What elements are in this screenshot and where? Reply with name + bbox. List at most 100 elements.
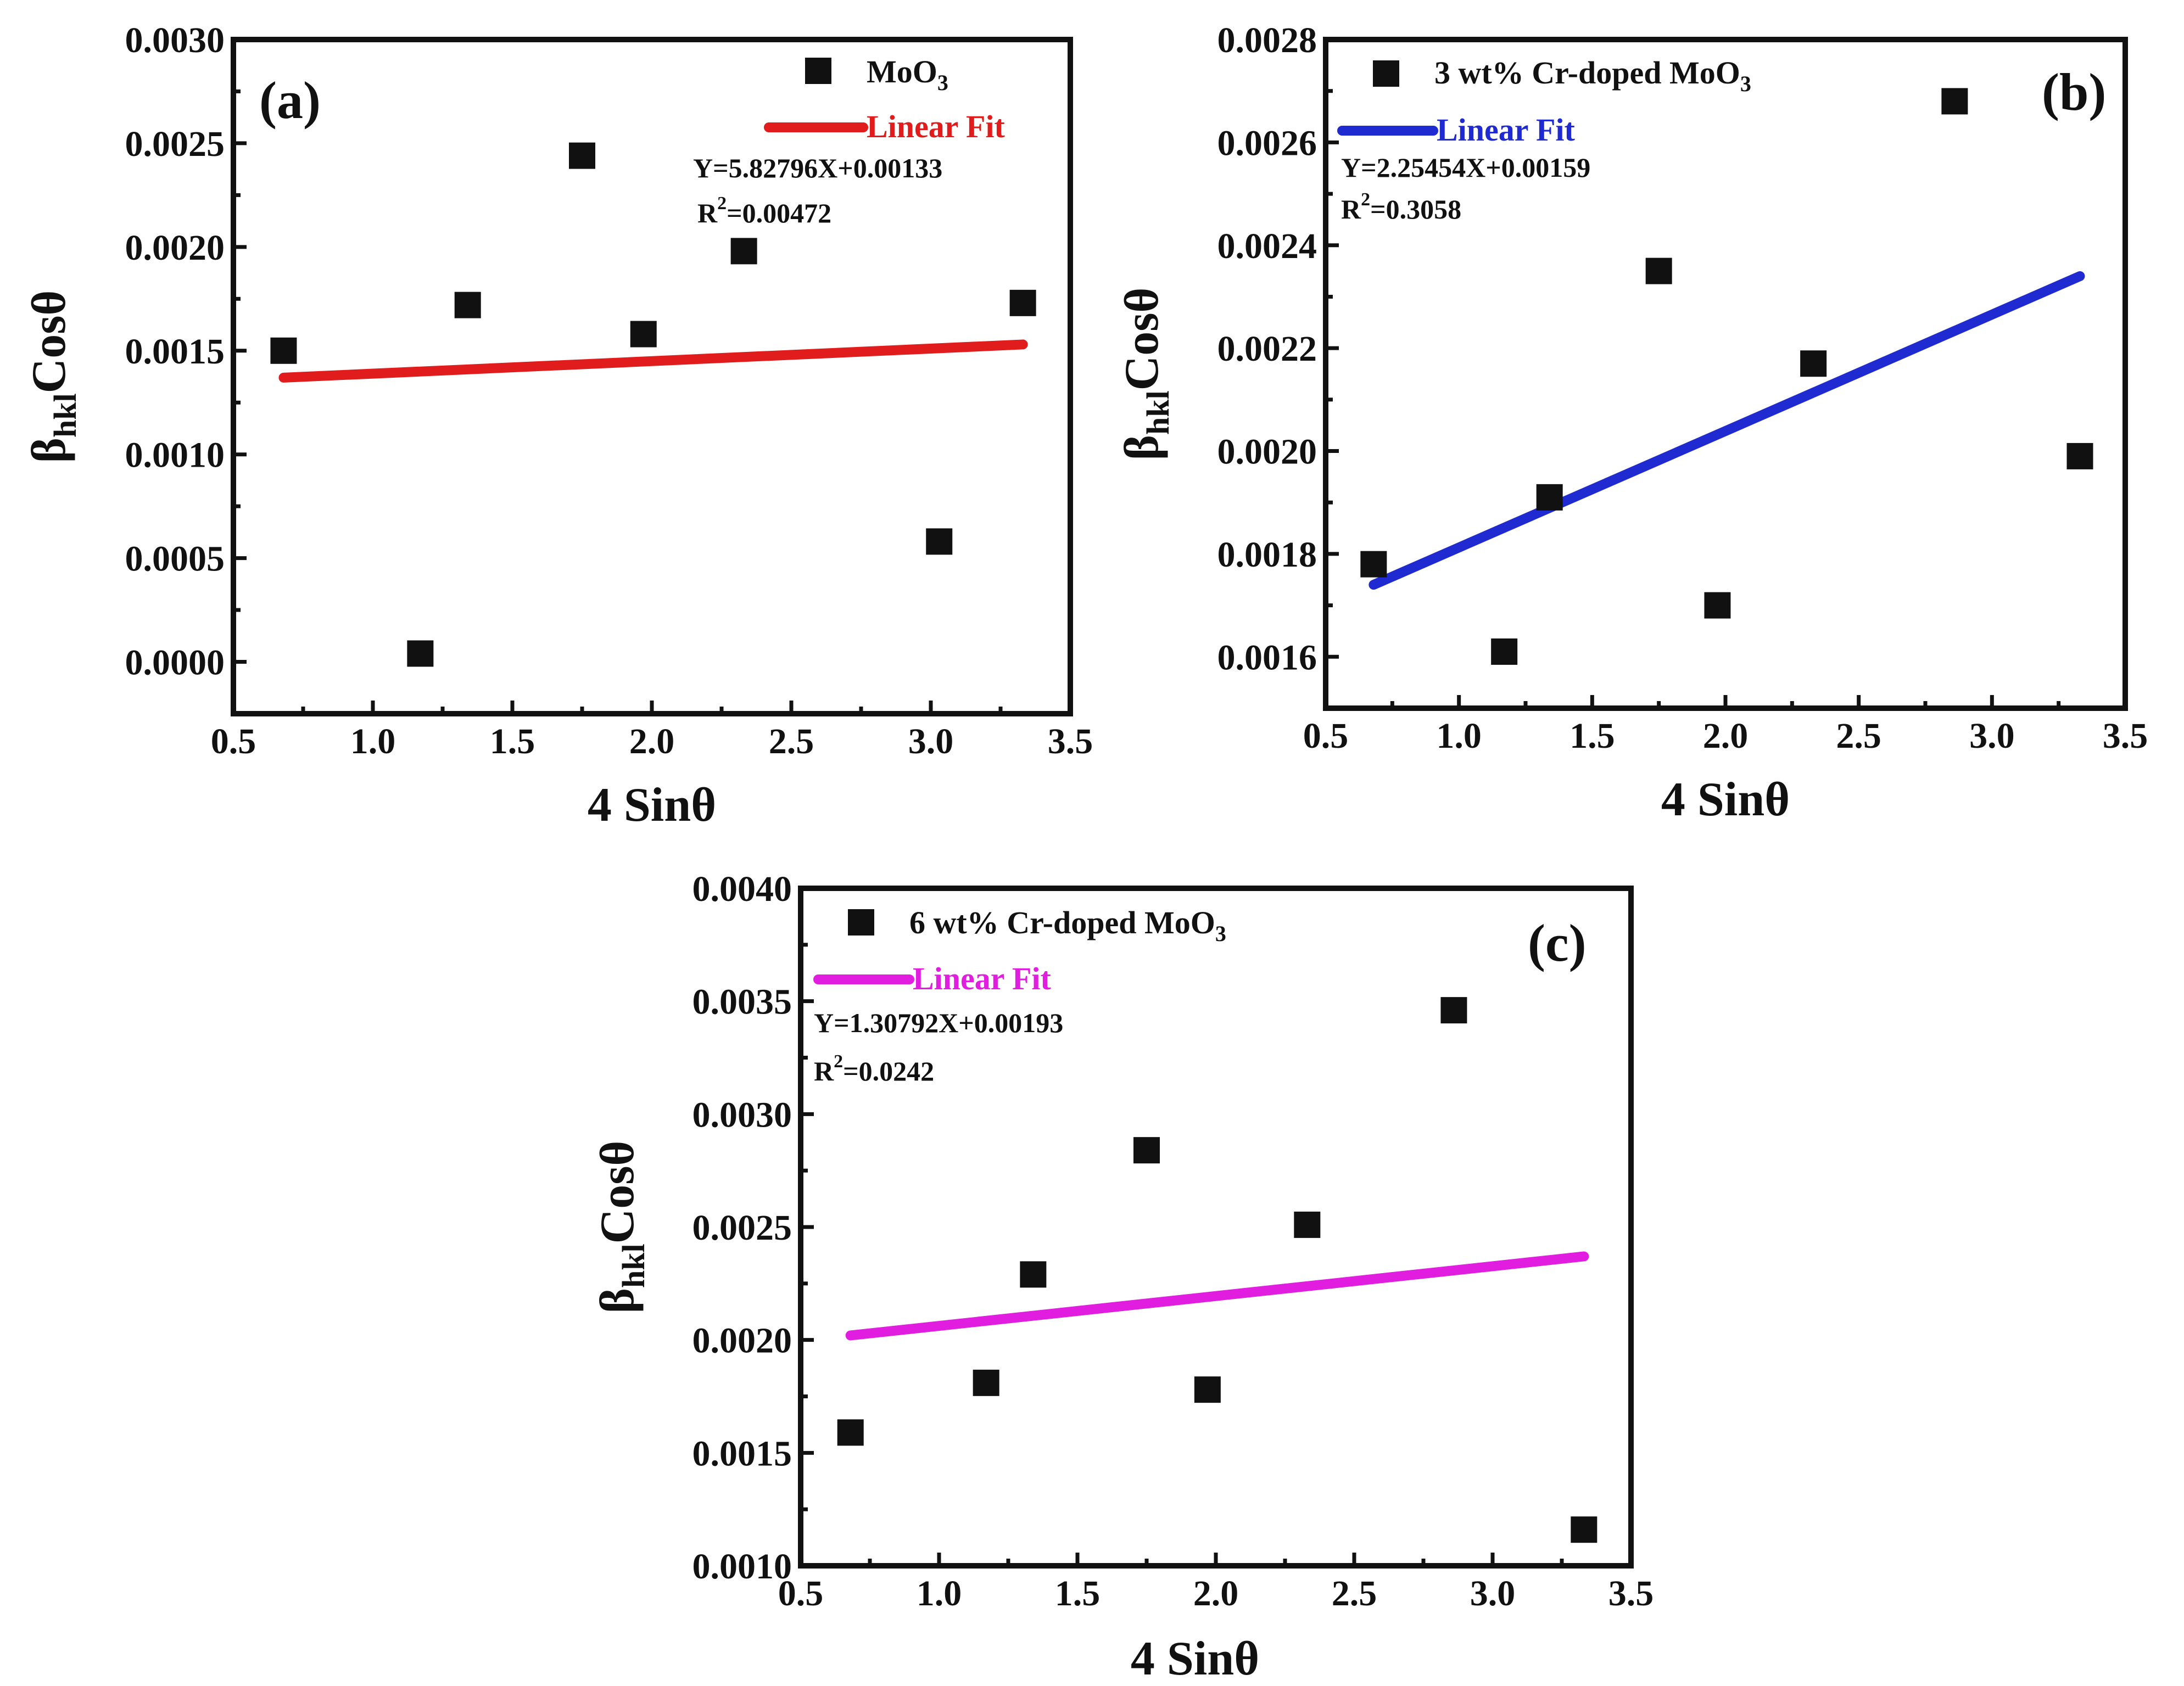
panel-c-fit-line xyxy=(845,1251,1589,1341)
panel-c-x-tick-label-1: 1.0 xyxy=(917,1573,962,1614)
panel-a-data-point xyxy=(630,321,657,348)
panel-a-ticks: 0.5 1.0 1.5 2.0 2.5 3.0 3.5 0.0000 0.0005 0.0010 0… xyxy=(125,20,1093,761)
panel-b-x-tick-label-6: 3.5 xyxy=(2103,716,2148,756)
panel-c-data-point xyxy=(837,1419,864,1446)
panel-a-y-axis-label: βhklCosθ xyxy=(23,290,83,463)
panel-a-y-tick-label-5: 0.0025 xyxy=(125,124,225,164)
panel-c-x-tick-label-3: 2.0 xyxy=(1193,1573,1239,1614)
panel-a-y-tick-label-0: 0.0000 xyxy=(125,643,225,683)
panel-b-legend-fit-label: Linear Fit xyxy=(1437,112,1576,148)
panel-c: 0.5 1.0 1.5 2.0 2.5 3.0 3.5 0.0010 0.0015 0.0020 0… xyxy=(591,869,1654,1685)
panel-c-y-tick-label-3: 0.0025 xyxy=(692,1208,792,1248)
panel-c-data-point xyxy=(1133,1137,1160,1164)
panel-c-y-tick-label-6: 0.0040 xyxy=(692,869,792,909)
panel-a-y-tick-label-1: 0.0005 xyxy=(125,539,225,579)
panel-c-data-point xyxy=(1194,1376,1221,1403)
panel-a: 0.5 1.0 1.5 2.0 2.5 3.0 3.5 0.0000 0.0005 0.0010 0… xyxy=(23,20,1093,832)
panel-b-equation: Y=2.25454X+0.00159 xyxy=(1341,152,1590,183)
panel-a-x-tick-label-4: 2.5 xyxy=(769,721,814,761)
panel-a-data-point xyxy=(270,337,297,364)
panel-b-y-tick-label-1: 0.0018 xyxy=(1217,535,1317,575)
panel-c-plot-frame xyxy=(798,886,1634,1569)
panel-b-y-axis-label: βhklCosθ xyxy=(1115,288,1176,461)
panel-b-tag: (b) xyxy=(2042,63,2106,121)
panel-c-y-tick-label-5: 0.0035 xyxy=(692,982,792,1022)
panel-b-points xyxy=(1360,88,2093,665)
panel-b-legend-marker xyxy=(1373,60,1399,87)
panel-a-y-tick-label-2: 0.0010 xyxy=(125,435,225,475)
panel-c-points xyxy=(837,997,1597,1543)
panel-a-x-axis-label: 4 Sinθ xyxy=(588,778,716,832)
panel-a-x-tick-label-3: 2.0 xyxy=(629,721,675,761)
panel-a-tag: (a) xyxy=(259,71,321,130)
panel-b-data-point xyxy=(1491,638,1518,665)
panel-b-y-tick-label-4: 0.0024 xyxy=(1217,226,1317,266)
panel-b-data-point xyxy=(1536,484,1563,511)
panel-c-data-point xyxy=(1571,1516,1597,1543)
panel-b-y-tick-label-0: 0.0016 xyxy=(1217,637,1317,677)
panel-c-y-tick-label-4: 0.0030 xyxy=(692,1095,792,1135)
panel-b-fit-line xyxy=(1369,271,2085,590)
panel-a-data-point xyxy=(1009,289,1036,316)
panel-a-fit-line xyxy=(278,339,1028,383)
panel-b-x-tick-label-5: 3.0 xyxy=(1969,716,2015,756)
panel-c-ticks: 0.5 1.0 1.5 2.0 2.5 3.0 3.5 0.0010 0.0015 0.0020 0… xyxy=(692,869,1654,1614)
panel-a-data-point xyxy=(569,142,595,169)
panel-a-data-point xyxy=(730,238,757,265)
panel-c-data-point xyxy=(973,1369,999,1396)
panel-a-legend-series: MoO3 xyxy=(867,54,948,95)
panel-b-y-tick-label-6: 0.0028 xyxy=(1217,20,1317,60)
panel-c-y-tick-label-0: 0.0010 xyxy=(692,1547,792,1587)
panel-b-r-squared: R2=0.3058 xyxy=(1341,189,1461,225)
panel-a-plot-frame xyxy=(231,37,1073,716)
panel-a-x-tick-label-0: 0.5 xyxy=(211,721,256,761)
panel-b-data-point xyxy=(1941,88,1968,115)
panel-b-data-point xyxy=(1704,592,1731,619)
panel-a-y-tick-label-3: 0.0015 xyxy=(125,332,225,372)
panel-b-y-tick-label-2: 0.0020 xyxy=(1217,432,1317,472)
panel-c-tag: (c) xyxy=(1528,914,1587,972)
panel-b-x-axis-label: 4 Sinθ xyxy=(1661,773,1790,826)
panel-b-data-point xyxy=(1800,350,1827,377)
panel-a-y-tick-label-4: 0.0020 xyxy=(125,228,225,268)
panel-c-fit xyxy=(845,1251,1589,1341)
panel-b-x-tick-label-1: 1.0 xyxy=(1436,716,1482,756)
panel-b-fit xyxy=(1369,271,2085,590)
panel-a-fit xyxy=(278,339,1028,383)
panel-b-legend-series: 3 wt% Cr-doped MoO3 xyxy=(1434,55,1751,96)
panel-c-data-point xyxy=(1440,997,1467,1024)
panel-b-y-tick-label-5: 0.0026 xyxy=(1217,123,1317,163)
panel-b-y-tick-label-3: 0.0022 xyxy=(1217,329,1317,369)
panel-b-x-tick-label-0: 0.5 xyxy=(1303,716,1349,756)
panel-c-r-squared: R2=0.0242 xyxy=(814,1051,934,1086)
panel-b-data-point xyxy=(1645,257,1672,284)
panel-a-r-squared: R2=0.00472 xyxy=(697,193,831,228)
panel-c-x-axis-label: 4 Sinθ xyxy=(1131,1632,1259,1685)
panel-c-y-axis-label: βhklCosθ xyxy=(591,1141,651,1314)
panel-c-data-point xyxy=(1020,1261,1047,1288)
panel-a-x-tick-label-1: 1.0 xyxy=(350,721,396,761)
panel-a-data-point xyxy=(407,640,434,667)
panel-a-points xyxy=(270,142,1036,667)
panel-c-x-tick-label-0: 0.5 xyxy=(778,1573,824,1614)
panel-c-x-tick-label-4: 2.5 xyxy=(1332,1573,1377,1614)
panel-c-legend-marker xyxy=(848,909,874,936)
panel-a-legend-marker xyxy=(805,58,831,84)
panel-b-ticks: 0.5 1.0 1.5 2.0 2.5 3.0 3.5 0.0016 0.0018 0.0020 0… xyxy=(1217,20,2148,756)
panel-c-y-tick-label-2: 0.0020 xyxy=(692,1321,792,1361)
panel-a-data-point xyxy=(926,528,953,555)
panel-b-data-point xyxy=(2066,442,2093,469)
panel-c-legend-series: 6 wt% Cr-doped MoO3 xyxy=(909,905,1226,946)
panel-b-plot-frame xyxy=(1323,37,2128,711)
panel-b-data-point xyxy=(1360,551,1387,578)
panel-a-x-tick-label-5: 3.0 xyxy=(908,721,954,761)
panel-c-data-point xyxy=(1294,1211,1321,1238)
panel-c-equation: Y=1.30792X+0.00193 xyxy=(814,1007,1063,1038)
panel-b-x-tick-label-3: 2.0 xyxy=(1703,716,1749,756)
panel-a-x-tick-label-6: 3.5 xyxy=(1048,721,1093,761)
panel-a-equation: Y=5.82796X+0.00133 xyxy=(693,153,942,183)
panel-a-y-tick-label-6: 0.0030 xyxy=(125,20,225,60)
panel-a-legend-fit-label: Linear Fit xyxy=(867,109,1006,144)
panel-b: 0.5 1.0 1.5 2.0 2.5 3.0 3.5 0.0016 0.0018 0.0020 0… xyxy=(1115,20,2148,826)
